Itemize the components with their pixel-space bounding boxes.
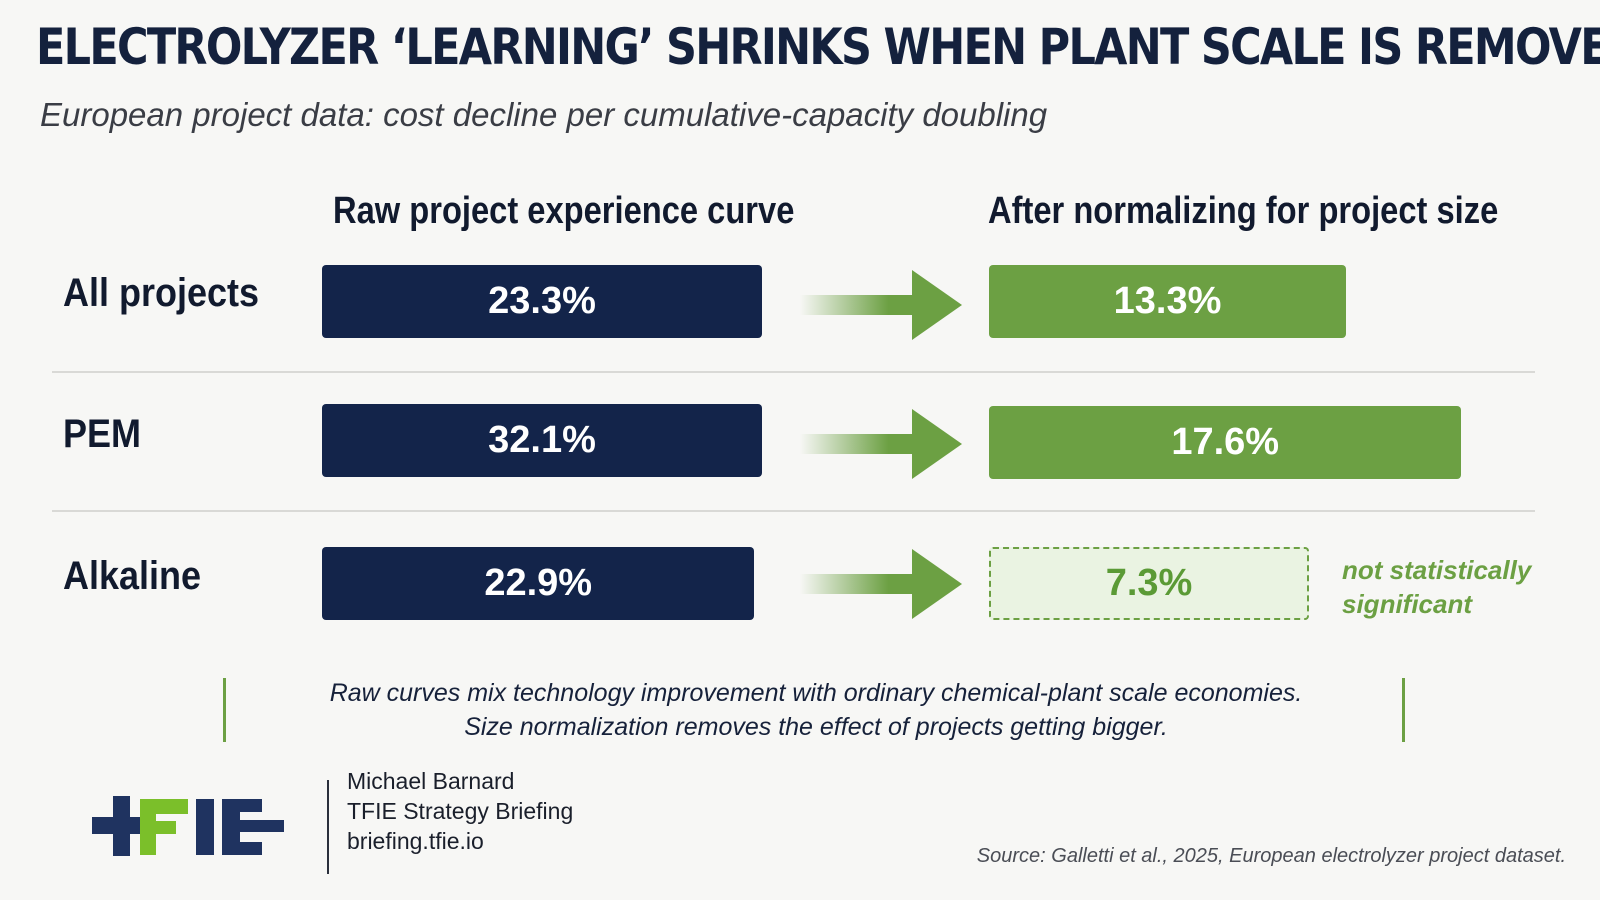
bar-normalized-pem: 17.6% <box>989 406 1462 479</box>
bar-normalized-alkaline: 7.3% <box>989 547 1309 620</box>
row-label-alkaline: Alkaline <box>63 554 202 598</box>
briefing-url[interactable]: briefing.tfie.io <box>347 828 484 854</box>
source-citation: Source: Galletti et al., 2025, European … <box>976 845 1566 867</box>
note-line: Raw curves mix technology improvement wi… <box>329 679 1303 707</box>
bar-raw-all-projects: 23.3% <box>322 265 762 338</box>
right-arrow-icon <box>800 549 962 619</box>
bar-raw-pem: 32.1% <box>322 404 762 477</box>
note-left-rule <box>223 678 226 742</box>
chart-subtitle: European project data: cost decline per … <box>40 96 1048 133</box>
not-significant-annotation: not statistically significant <box>1342 553 1542 621</box>
tfie-logo <box>92 796 284 856</box>
annotation-line: not statistically <box>1342 555 1532 585</box>
column-header-raw: Raw project experience curve <box>333 190 795 232</box>
note-right-rule <box>1402 678 1405 742</box>
right-arrow-icon <box>800 270 962 340</box>
right-arrow-icon <box>800 409 962 479</box>
annotation-line: significant <box>1342 589 1473 619</box>
byline-divider <box>327 780 329 874</box>
chart-title: ELECTROLYZER ‘LEARNING’ SHRINKS WHEN PLA… <box>36 18 1600 76</box>
note-line: Size normalization removes the effect of… <box>464 713 1168 741</box>
author-name: Michael Barnard <box>347 768 515 794</box>
row-divider <box>52 510 1535 512</box>
bar-raw-alkaline: 22.9% <box>322 547 755 620</box>
explanatory-note: Raw curves mix technology improvement wi… <box>228 676 1404 744</box>
row-divider <box>52 371 1535 373</box>
column-header-normalized: After normalizing for project size <box>988 190 1499 232</box>
organization-name: TFIE Strategy Briefing <box>347 798 574 824</box>
bar-normalized-all-projects: 13.3% <box>989 265 1346 338</box>
row-label-all-projects: All projects <box>63 271 260 315</box>
row-label-pem: PEM <box>63 412 142 456</box>
